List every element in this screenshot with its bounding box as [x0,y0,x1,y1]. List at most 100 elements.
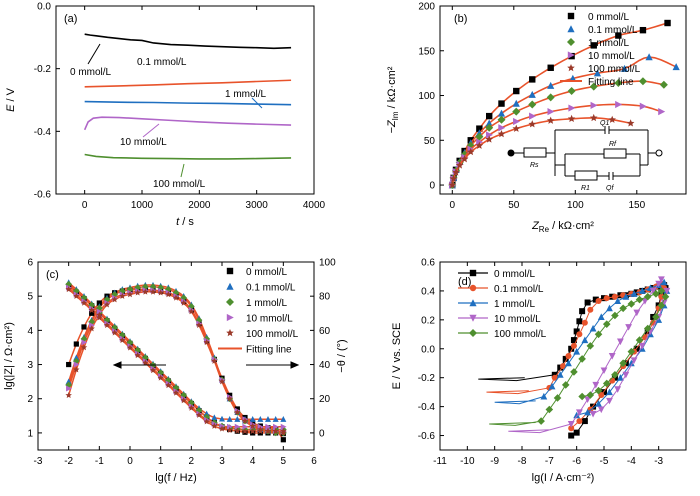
phase-point [96,308,103,315]
legend-label: 0.1 mmol/L [588,25,638,36]
data-point [639,102,647,110]
data-point [589,82,598,91]
data-point [652,313,660,321]
y-tick-label: 0.0 [421,344,435,355]
phase-point [280,437,286,443]
x-tick-label: -6 [572,456,581,467]
x-tick-label: -5 [600,456,609,467]
legend-label: 1 mmol/L [494,299,536,310]
x-tick-label: 3 [219,456,225,467]
circuit-label-rs: Rs [530,162,539,169]
x-tick-label: -2 [64,456,73,467]
y-tick-label: 6 [27,258,33,269]
fit-line-0 [451,22,668,186]
data-point [660,299,668,307]
data-point [569,74,577,82]
data-point [449,174,458,183]
phase-point [195,321,203,328]
data-point [584,396,591,403]
data-point [619,304,627,313]
y-tick-label: 200 [418,2,435,13]
x-tick-label: -3 [654,456,663,467]
annotation-100-mmol: 100 mmol/L [153,179,206,190]
phase-point [149,288,157,295]
modulus-point [242,423,249,430]
annotation-1-mmol: 1 mmol/L [225,89,267,100]
data-point [528,90,536,98]
legend-marker [469,269,477,277]
panel-c-y-axis-right-label: −θ / (°) [336,339,348,372]
phase-point [203,338,210,346]
forward-scan-4 [540,290,662,422]
legend-marker [567,25,575,33]
data-point [498,100,505,107]
modulus-point [219,423,226,430]
data-point [581,319,588,326]
data-point [635,336,644,344]
legend-marker [567,51,575,59]
annotation-10-mmol: 10 mmol/L [120,137,167,148]
modulus-point [249,416,256,422]
x-tick-label: 150 [628,200,645,211]
data-point [611,371,619,379]
data-point [606,304,613,312]
data-point [659,80,668,89]
modulus-point [157,369,165,377]
data-point [476,138,484,146]
data-point [547,64,554,71]
circuit-label-r1: R1 [581,185,590,192]
modulus-point [226,426,233,433]
phase-point [218,378,226,385]
phase-point [280,429,287,436]
modulus-point [103,321,111,328]
phase-point [96,300,102,306]
panel-b-label: (b) [454,13,467,25]
data-point [641,298,649,305]
legend-marker [226,329,234,337]
y-tick-label-right: 0 [319,428,325,439]
data-point [620,64,629,72]
modulus-point [280,416,287,422]
tafel-tip-1 [486,387,550,395]
data-point [655,280,663,288]
phase-point [134,289,141,296]
data-point [590,42,597,49]
modulus-point [265,416,271,422]
data-point [529,76,536,83]
phase-point [188,308,195,315]
data-point [589,113,598,122]
legend-label: 1 mmol/L [588,38,630,49]
x-tick-label: 50 [508,200,520,211]
phase-point [241,417,249,424]
x-tick-label: 4000 [303,200,326,211]
data-point [635,295,644,304]
data-point [598,392,605,399]
legend-marker [469,329,477,337]
tafel-tip-4 [489,420,542,426]
data-point [579,308,586,315]
data-point [567,420,575,428]
data-point [570,342,577,349]
data-point [557,364,564,371]
data-point [608,115,616,123]
x-tick-label: 0 [127,456,133,467]
data-point [586,391,595,399]
x-tick-label: -9 [490,456,499,467]
modulus-point [65,285,72,293]
series-line-0 [84,33,292,50]
panel-d: -11 -10 -9 -8 -7 -6 -5 -4 -3 -0.6 -0.4 -0.2 0.0 0.2 0.… [391,258,687,484]
x-tick-label: -7 [545,456,554,467]
x-tick-label: -8 [518,456,527,467]
data-point [638,342,646,350]
data-point [584,408,591,416]
y-tick-label: 3 [27,360,33,371]
series-line-2 [84,100,292,106]
legend-label: 100 mmol/L [494,329,547,340]
phase-point [119,292,126,299]
phase-point [157,289,164,296]
phase-point [172,294,180,301]
modulus-point [249,427,256,434]
data-point [611,293,618,300]
data-point [638,287,646,294]
